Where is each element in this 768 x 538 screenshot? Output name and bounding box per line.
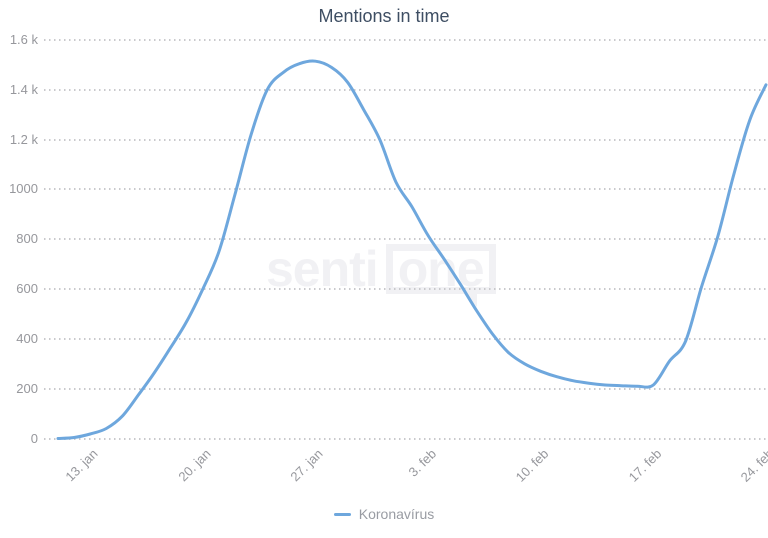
gridline-y-1200 (44, 138, 768, 141)
koronavirus-line (56, 59, 768, 440)
gridline-y-600 (44, 288, 768, 291)
y-tick-label-1000: 1000 (9, 181, 38, 197)
chart-title: Mentions in time (318, 6, 450, 26)
gridline-y-200 (44, 387, 768, 390)
gridline-y-800 (44, 238, 768, 241)
y-tick-label-1400: 1.4 k (9, 81, 38, 97)
legend: Koronavírus (0, 506, 768, 522)
y-tick-label-200: 200 (16, 380, 38, 396)
y-tick-label-400: 400 (16, 330, 38, 346)
watermark-speech-bubble: one (385, 244, 496, 307)
sentione-watermark: senti one (266, 240, 496, 307)
gridline-y-1000 (44, 188, 768, 191)
y-tick-label-0: 0 (30, 430, 38, 446)
gridline-y-1400 (44, 88, 768, 91)
legend-item-koronavirus[interactable]: Koronavírus (358, 506, 435, 522)
y-tick-label-600: 600 (16, 281, 38, 297)
gridline-y-0 (44, 437, 768, 440)
legend-line-marker[interactable] (333, 512, 351, 516)
gridline-y-1600 (44, 39, 768, 41)
y-tick-label-1200: 1.2 k (9, 131, 38, 147)
gridline-y-400 (44, 337, 768, 340)
watermark-text-senti: senti (266, 241, 379, 297)
y-tick-label-1600: 1.6 k (9, 32, 38, 47)
y-tick-label-800: 800 (16, 231, 38, 247)
